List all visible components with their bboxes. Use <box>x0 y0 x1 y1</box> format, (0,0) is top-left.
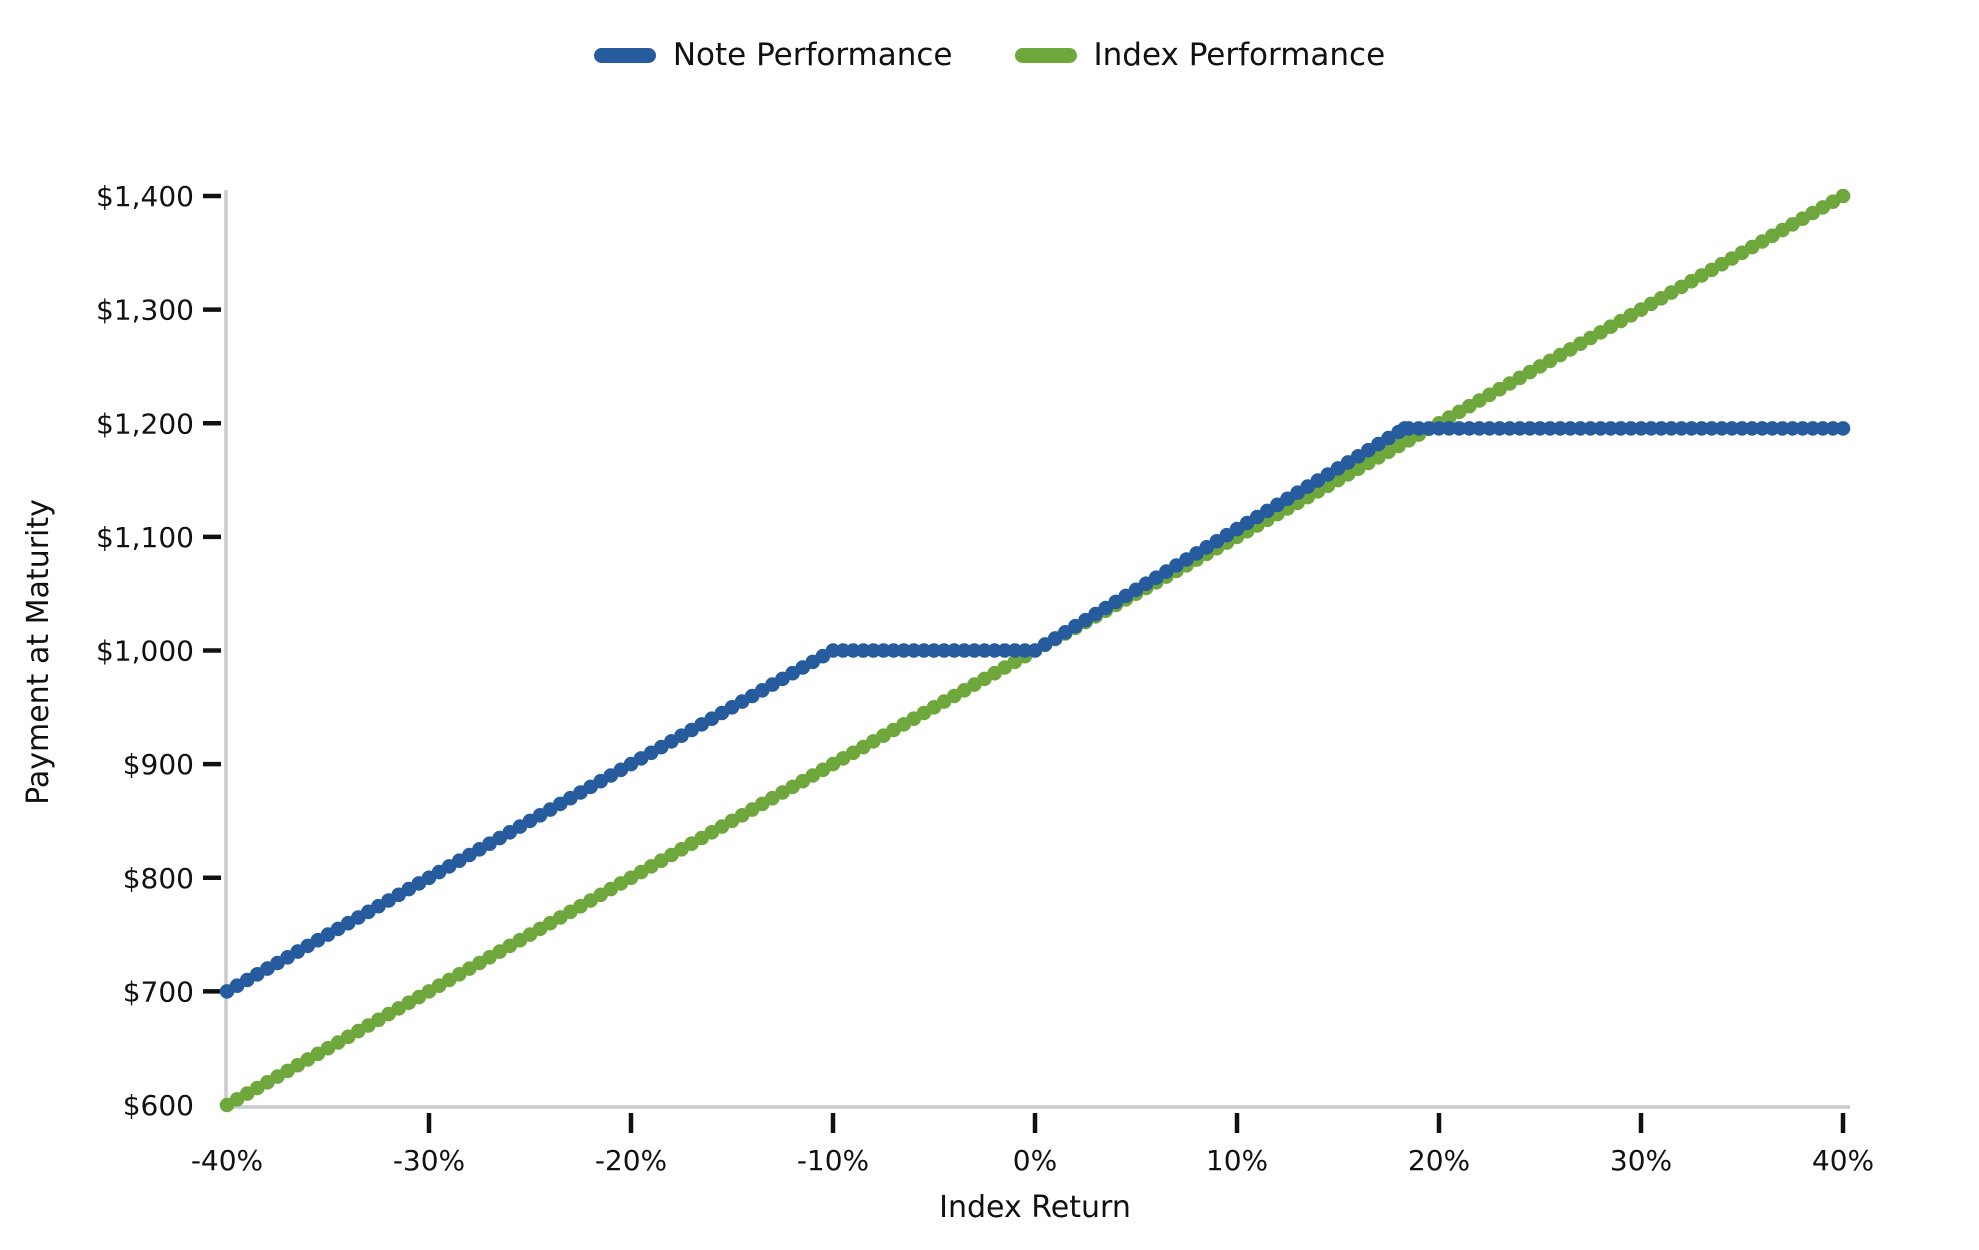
data-point <box>1785 421 1800 436</box>
data-point <box>1825 421 1841 436</box>
data-point <box>1724 421 1740 436</box>
data-point <box>1835 421 1851 436</box>
data-point <box>987 643 1002 658</box>
data-point <box>997 643 1012 658</box>
legend: Note Performance Index Performance <box>0 40 1979 71</box>
x-tick-label: 10% <box>1206 1144 1268 1177</box>
data-point <box>1623 421 1639 436</box>
data-point <box>936 643 952 658</box>
y-tick-label: $600 <box>123 1089 194 1122</box>
data-point <box>1744 421 1760 436</box>
y-tick-label: $1,400 <box>96 180 194 213</box>
x-tick-label: -30% <box>393 1144 465 1177</box>
data-point <box>1492 421 1507 436</box>
x-tick-label: 20% <box>1408 1144 1470 1177</box>
y-tick-label: $1,000 <box>96 635 194 668</box>
data-point <box>1563 421 1578 436</box>
data-point <box>835 643 851 658</box>
x-axis-title: Index Return <box>939 1190 1131 1225</box>
data-point <box>1411 421 1427 436</box>
data-point <box>1532 421 1548 436</box>
x-tick-label: 0% <box>1013 1144 1057 1177</box>
data-point <box>1694 421 1709 436</box>
data-point <box>1603 421 1618 436</box>
legend-swatch-note-performance <box>593 48 656 63</box>
data-point <box>967 643 982 658</box>
data-point <box>1472 421 1487 436</box>
data-point <box>1653 421 1669 436</box>
data-point <box>896 643 911 658</box>
x-tick-label: 40% <box>1812 1144 1874 1177</box>
data-point <box>886 643 901 658</box>
y-tick-label: $800 <box>123 862 194 895</box>
data-point <box>977 643 992 658</box>
legend-label-index-performance: Index Performance <box>1093 37 1386 73</box>
y-tick-label: $1,200 <box>96 407 194 440</box>
data-point <box>1805 421 1820 436</box>
data-point <box>906 643 922 658</box>
y-tick-label: $1,100 <box>96 521 194 554</box>
data-point <box>1633 421 1649 436</box>
legend-entry-note-performance: Note Performance <box>593 37 953 73</box>
data-point <box>1664 421 1679 436</box>
data-point <box>1573 421 1588 436</box>
data-series <box>219 188 1851 1113</box>
data-point <box>1684 421 1699 436</box>
data-point <box>1421 421 1437 436</box>
data-point <box>1643 421 1659 436</box>
data-point <box>1674 421 1689 436</box>
data-point <box>1593 421 1608 436</box>
x-tick-label: 30% <box>1610 1144 1672 1177</box>
data-point <box>1451 421 1467 436</box>
data-point <box>1613 421 1629 436</box>
data-point <box>1583 421 1598 436</box>
data-point <box>1512 421 1528 436</box>
legend-label-note-performance: Note Performance <box>672 37 953 73</box>
data-point <box>1704 421 1719 436</box>
data-point <box>845 643 861 658</box>
data-point <box>856 643 871 658</box>
data-point <box>946 643 962 658</box>
y-tick-label: $900 <box>123 748 194 781</box>
data-point <box>1734 421 1750 436</box>
data-point <box>1714 421 1730 436</box>
data-point <box>1482 421 1497 436</box>
data-point <box>1462 421 1477 436</box>
data-point <box>825 643 841 658</box>
data-point <box>1765 421 1780 436</box>
data-point <box>1401 421 1416 436</box>
data-point <box>1815 421 1831 436</box>
data-point <box>957 643 972 658</box>
data-point <box>1552 421 1568 436</box>
legend-entry-index-performance: Index Performance <box>1014 37 1386 73</box>
x-tick-label: -20% <box>595 1144 667 1177</box>
data-point <box>1007 643 1023 658</box>
data-point <box>916 643 932 658</box>
data-point <box>1835 188 1851 204</box>
data-point <box>1431 421 1447 436</box>
x-tick-label: -40% <box>191 1144 263 1177</box>
data-point <box>1754 421 1770 436</box>
data-point <box>1441 421 1457 436</box>
axes-ticks: $600 $700 $800 $900 $1,000 $1,100 $1,200 $1,300… <box>96 180 1874 1177</box>
data-point <box>876 643 891 658</box>
legend-swatch-index-performance <box>1014 48 1077 63</box>
data-point <box>1775 421 1790 436</box>
series-note-performance <box>219 421 1851 999</box>
axes-spines <box>224 190 1850 1109</box>
y-tick-label: $700 <box>123 975 194 1008</box>
data-point <box>866 643 881 658</box>
data-point <box>1522 421 1538 436</box>
data-point <box>1542 421 1558 436</box>
y-tick-label: $1,300 <box>96 294 194 327</box>
data-point <box>926 643 942 658</box>
y-axis-title: Payment at Maturity <box>21 499 56 805</box>
data-point <box>1502 421 1517 436</box>
data-point <box>1795 421 1810 436</box>
x-tick-label: -10% <box>797 1144 869 1177</box>
data-point <box>1017 643 1033 658</box>
